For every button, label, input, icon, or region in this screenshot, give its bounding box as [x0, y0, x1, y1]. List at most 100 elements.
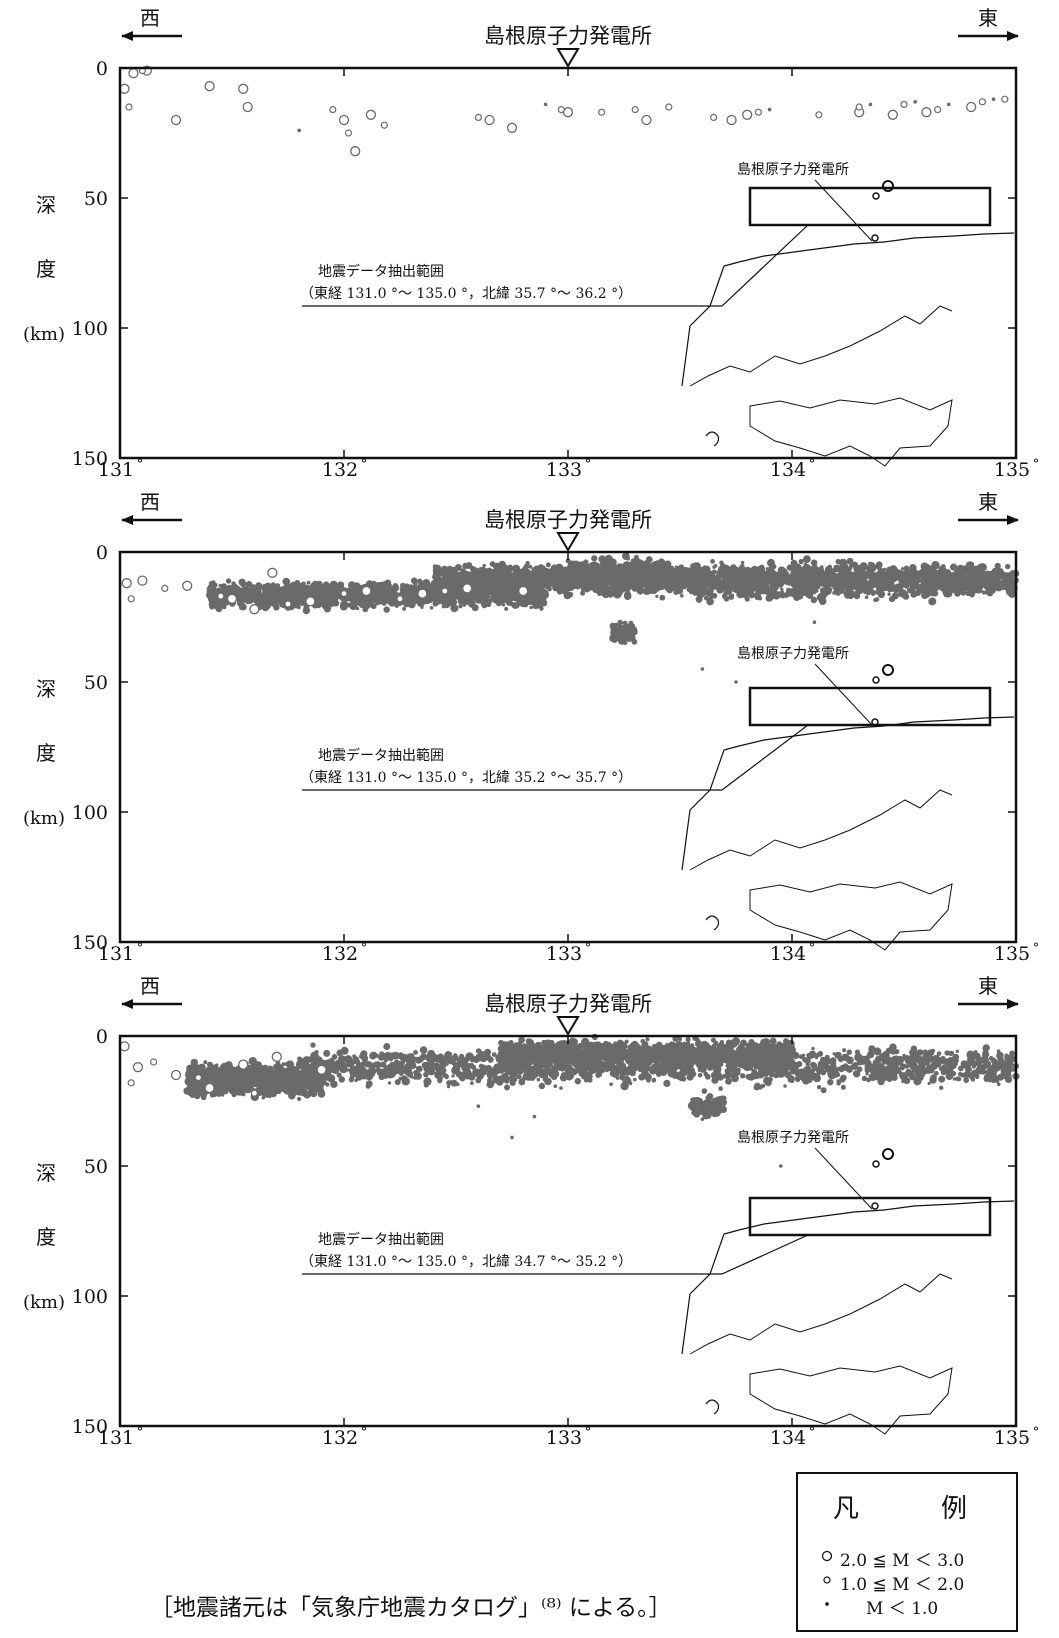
dot-marker-icon: [825, 1602, 829, 1606]
degree-sign: °: [1033, 941, 1040, 956]
quake-point: [226, 593, 238, 604]
honshu-coastline: [723, 716, 1015, 751]
ylabel-char: 度: [36, 741, 56, 765]
quake-point: [182, 580, 193, 591]
site-marker-icon: [871, 718, 879, 726]
ylabel-char: 深: [36, 1161, 56, 1185]
quake-point: [754, 108, 763, 116]
quake-point: [562, 107, 574, 118]
quake-point: [365, 109, 377, 120]
inset-map: 地震データ抽出範囲 （東経 131.0 °～ 135.0 °，北緯 35.7 °～…: [300, 162, 1015, 467]
quake-point: [119, 1041, 130, 1052]
range-leader-line: [302, 724, 809, 791]
west-coastline: [681, 265, 725, 387]
range-note-title: 地震データ抽出範囲: [318, 747, 444, 764]
quake-point: [340, 589, 348, 598]
extraction-range-box: [748, 686, 992, 727]
depth-tick-label: 50: [84, 188, 108, 210]
east-label: 東: [978, 6, 998, 30]
degree-sign: °: [585, 457, 592, 472]
quake-point: [700, 1117, 705, 1121]
longitude-tick-label: 131: [98, 459, 134, 481]
quake-point: [297, 128, 302, 133]
quake-point: [767, 107, 772, 112]
depth-tick-label: 0: [96, 1026, 108, 1048]
degree-sign: °: [1033, 457, 1040, 472]
degree-sign: °: [809, 457, 816, 472]
quake-point: [622, 628, 626, 632]
degree-sign: °: [809, 941, 816, 956]
quake-point: [137, 575, 148, 586]
quake-point: [217, 592, 225, 600]
plot-frame: [118, 66, 1018, 460]
quake-point: [249, 604, 260, 615]
quake-point: [726, 114, 737, 126]
site-leader-line: [814, 1147, 873, 1210]
legend-label-medium: 1.0 ≦ M ＜ 2.0: [840, 1575, 965, 1595]
site-triangle-icon: [556, 48, 580, 68]
west-label: 西: [140, 490, 160, 514]
quake-point: [242, 101, 253, 113]
quake-point: [812, 620, 817, 624]
quake-point: [900, 100, 908, 109]
quake-point: [119, 83, 130, 94]
depth-tick-label: 100: [72, 1286, 108, 1308]
source-note: ［地震諸元は「気象庁地震カタログ」⁽⁸⁾ による。］: [150, 1595, 672, 1621]
quake-point: [532, 1114, 537, 1119]
depth-tick-label: 0: [96, 58, 108, 80]
quake-point: [350, 146, 361, 157]
quake-point: [543, 102, 548, 107]
quake-point: [170, 114, 182, 126]
longitude-tick-label: 132: [322, 1427, 358, 1449]
longitude-tick-label: 132: [322, 943, 358, 965]
degree-sign: °: [361, 941, 368, 956]
quake-point: [700, 667, 705, 671]
ylabel-unit: (km): [23, 808, 65, 829]
degree-sign: °: [585, 1425, 592, 1440]
range-note-coords: （東経 131.0 °～ 135.0 °，北緯 35.7 °～ 36.2 °）: [300, 286, 632, 302]
shikoku-coastline: [749, 397, 953, 467]
quake-point: [204, 1082, 215, 1094]
range-note-title: 地震データ抽出範囲: [318, 263, 444, 280]
longitude-tick-label: 135: [994, 943, 1030, 965]
quake-point: [779, 1164, 783, 1168]
range-note-title: 地震データ抽出範囲: [318, 1231, 444, 1248]
site-marker-icon: [871, 1202, 879, 1210]
longitude-tick-label: 134: [770, 459, 806, 481]
degree-sign: °: [585, 941, 592, 956]
west-label: 西: [140, 974, 160, 998]
inset-map: 地震データ抽出範囲 （東経 131.0 °～ 135.0 °，北緯 35.2 °～…: [300, 646, 1015, 951]
honshu-coastline: [723, 1200, 1015, 1235]
quake-point: [271, 1051, 282, 1062]
range-leader-line: [302, 1234, 809, 1275]
quake-point: [238, 83, 249, 94]
longitude-tick-label: 134: [770, 1427, 806, 1449]
shikoku-coastline: [749, 1365, 953, 1435]
honshu-coastline: [723, 232, 1015, 267]
quake-point: [128, 68, 139, 79]
quake-point: [742, 109, 753, 120]
quake-point: [868, 102, 873, 107]
depth-tick-label: 50: [84, 672, 108, 694]
longitude-tick-label: 132: [322, 459, 358, 481]
longitude-tick-label: 133: [546, 943, 582, 965]
quake-point: [597, 108, 606, 116]
ylabel-char: 深: [36, 677, 56, 701]
earthquake-cluster-5: [609, 619, 638, 645]
degree-sign: °: [361, 1425, 368, 1440]
oki-island-icon: [882, 180, 894, 192]
quake-point: [474, 113, 482, 122]
longitude-tick-label: 131: [98, 943, 134, 965]
quake-point: [121, 578, 132, 589]
longitude-tick-label: 131: [98, 1427, 134, 1449]
east-label: 東: [978, 974, 998, 998]
degree-sign: °: [361, 457, 368, 472]
west-coastline: [681, 1233, 725, 1355]
site-triangle-icon: [556, 1016, 580, 1036]
quake-point: [966, 101, 977, 113]
longitude-tick-label: 133: [546, 1427, 582, 1449]
quake-point: [855, 103, 863, 111]
range-note-coords: （東経 131.0 °～ 135.0 °，北緯 34.7 °～ 35.2 °）: [300, 1254, 632, 1270]
quake-point: [238, 1059, 249, 1070]
quake-point: [921, 107, 932, 118]
